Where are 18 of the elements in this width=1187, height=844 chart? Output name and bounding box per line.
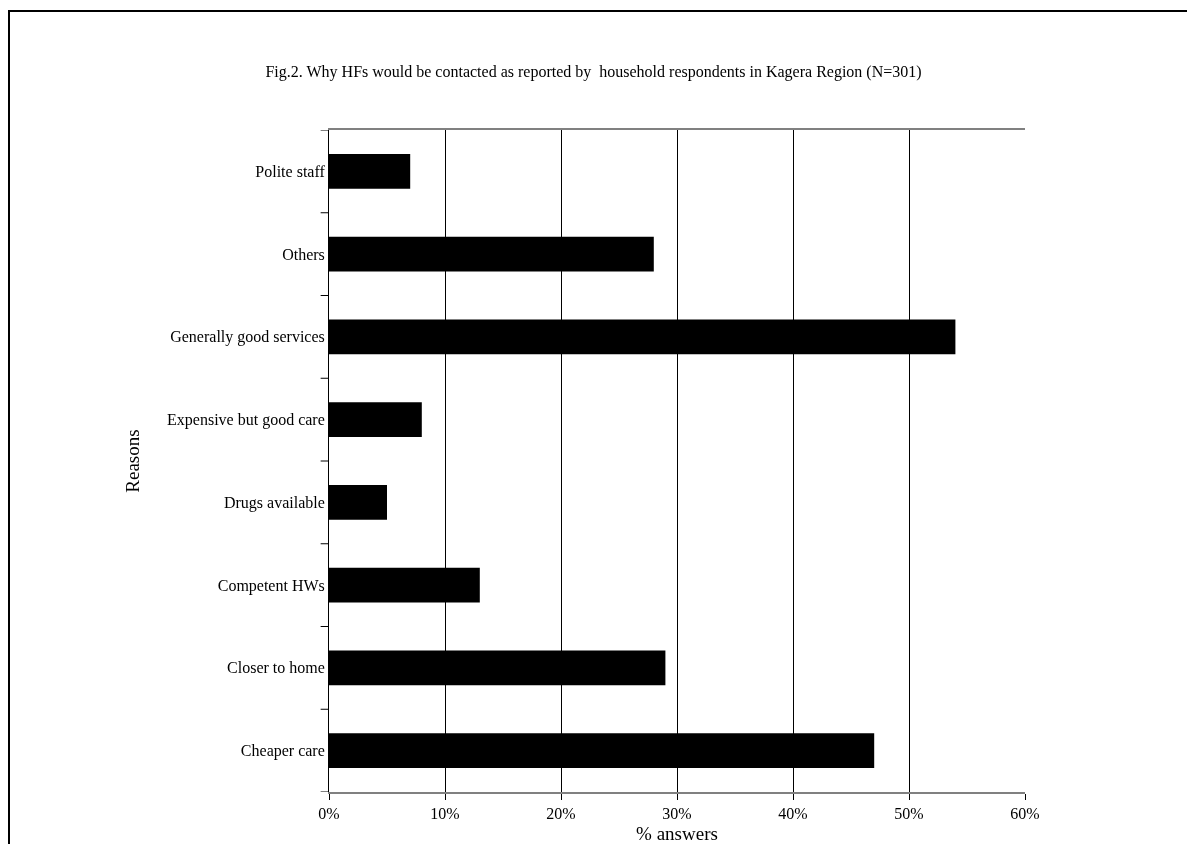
y-tick-label: Drugs available: [223, 493, 325, 512]
y-tick-label: Others: [282, 245, 325, 263]
y-tick-label: Cheaper care: [240, 742, 325, 761]
x-tick-label: 0%: [318, 805, 340, 823]
x-tick-label: 20%: [546, 805, 576, 823]
x-tick-label: 50%: [894, 805, 924, 823]
x-tick-label: 30%: [662, 805, 692, 823]
x-tick-label: 40%: [778, 805, 808, 823]
y-tick-label: Closer to home: [227, 659, 325, 677]
y-axis-title: Reasons: [121, 429, 143, 493]
x-tick-label: 60%: [1010, 805, 1040, 823]
chart-title: Fig.2. Why HFs would be contacted as reported by household respondents in Kagera Region (N=301): [265, 63, 922, 82]
y-tick-label: Polite staff: [255, 162, 326, 180]
x-axis-title: % answers: [636, 823, 718, 844]
y-tick-label: Expensive but good care: [167, 411, 325, 430]
y-tick-label: Generally good services: [170, 328, 325, 347]
y-tick-label: Competent HWs: [217, 576, 325, 595]
x-tick-label: 10%: [430, 805, 460, 823]
